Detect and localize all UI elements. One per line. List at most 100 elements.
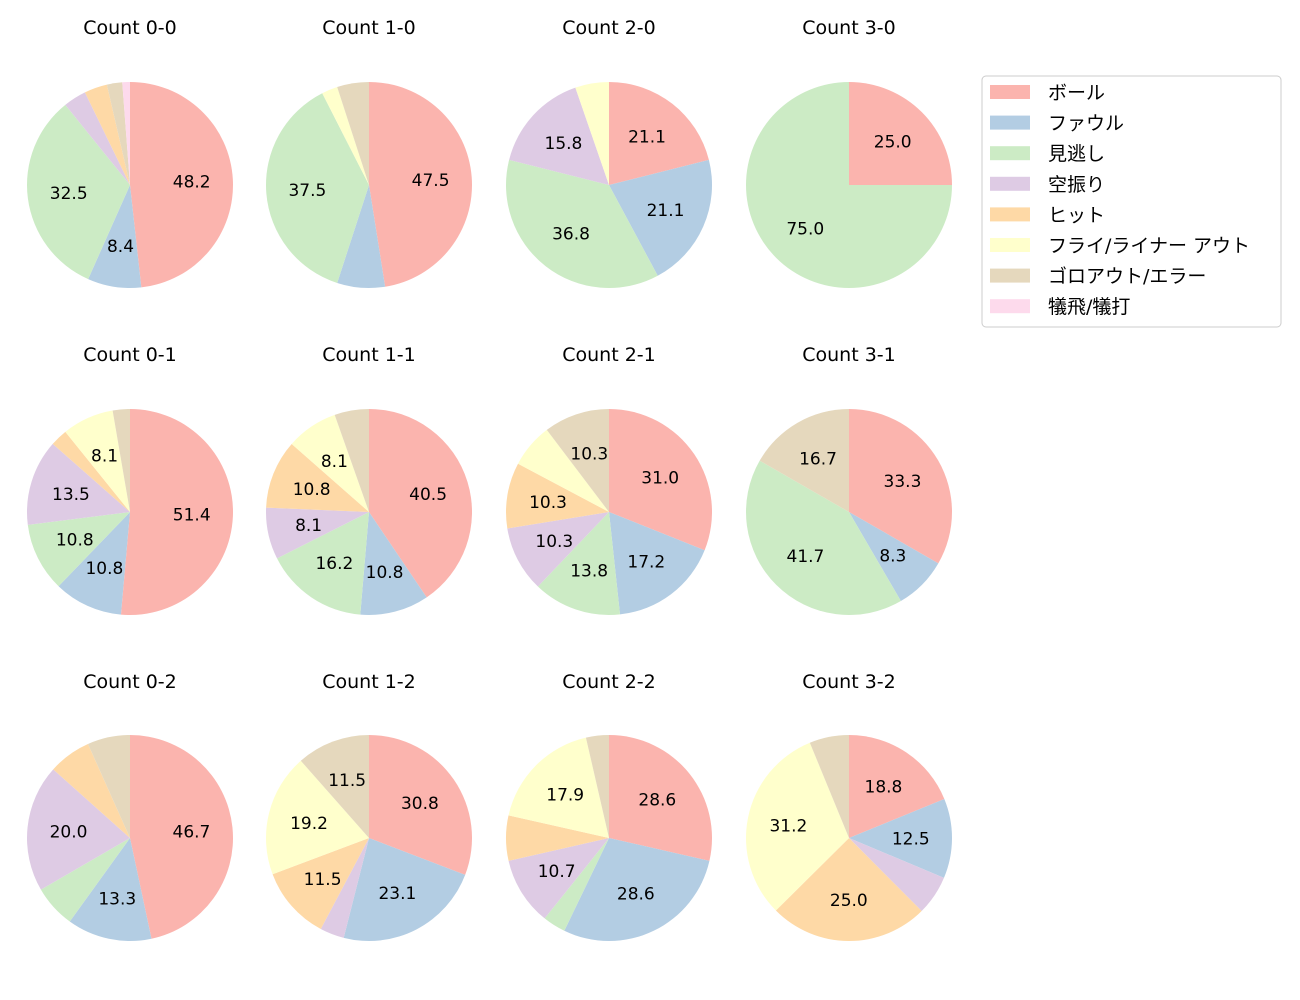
slice-label: 11.5: [328, 771, 366, 791]
slice-label: 25.0: [830, 891, 868, 911]
slice-label: 10.8: [293, 480, 331, 500]
pie-slice-6: [585, 735, 609, 838]
pie-slice-2: [277, 512, 369, 615]
slice-label: 20.0: [50, 823, 88, 843]
pie-slice-0: [120, 409, 234, 615]
pie-slice-5: [745, 742, 849, 911]
pie-slice-6: [337, 82, 369, 185]
slice-label: 10.8: [56, 531, 94, 551]
legend-label: ボール: [1048, 82, 1105, 104]
slice-label: 28.6: [617, 885, 655, 905]
pie-slice-7: [122, 82, 130, 185]
legend-label: フライ/ライナー アウト: [1048, 235, 1250, 257]
pie-slice-3: [508, 838, 609, 919]
slice-label: 46.7: [173, 823, 211, 843]
pie-slice-5: [266, 760, 369, 875]
legend-swatch: [990, 207, 1030, 222]
slice-label: 10.7: [538, 862, 576, 882]
pie-slice-3: [320, 838, 369, 938]
slice-label: 10.3: [570, 444, 608, 464]
pie-count-0-2: Count 0-2 46.7 13.3 20.0: [27, 671, 233, 941]
pie-slice-4: [52, 431, 131, 512]
pie-slice-3: [266, 507, 369, 559]
pie-title: Count 0-0: [83, 17, 177, 39]
pie-slice-1: [58, 512, 130, 615]
slice-label: 17.2: [627, 552, 665, 572]
legend-swatch: [990, 176, 1030, 191]
slice-label: 10.3: [529, 493, 567, 513]
slice-label: 16.7: [799, 450, 837, 470]
pie-title: Count 3-1: [802, 344, 896, 366]
pie-count-1-0: Count 1-0 47.5 37.5: [266, 17, 472, 288]
pie-slice-5: [65, 410, 130, 512]
legend-label: 見逃し: [1048, 143, 1105, 165]
pie-count-3-2: Count 3-2 18.8 12.5 25.0 31.2: [745, 671, 953, 942]
pie-slice-0: [369, 735, 472, 875]
slice-label: 19.2: [290, 814, 328, 834]
legend-swatch: [990, 238, 1030, 252]
pie-slice-6: [334, 409, 369, 512]
slice-label: 41.7: [787, 547, 825, 567]
slice-label: 17.9: [546, 785, 584, 805]
pie-slice-4: [84, 84, 130, 185]
pie-slice-0: [369, 82, 472, 287]
pie-slice-3: [65, 92, 130, 185]
pie-slice-4: [272, 838, 369, 930]
pie-slice-2: [40, 838, 130, 922]
pie-title: Count 0-2: [83, 671, 177, 693]
pie-slice-1: [343, 838, 466, 942]
pie-slice-0: [849, 735, 945, 838]
pie-slice-0: [609, 409, 712, 551]
pie-slice-6: [112, 409, 130, 512]
pie-count-0-1: Count 0-1 51.4 10.8 10.8 13.58.1: [27, 344, 234, 615]
pie-title: Count 1-1: [322, 344, 416, 366]
legend-swatch: [990, 299, 1030, 314]
slice-label: 31.2: [769, 817, 807, 837]
pie-title: Count 3-0: [802, 17, 896, 39]
pie-title: Count 2-2: [562, 671, 656, 693]
pie-slice-0: [849, 409, 953, 564]
pie-slice-1: [564, 838, 710, 941]
pie-slice-2: [266, 93, 369, 283]
legend-label: 空振り: [1048, 174, 1105, 196]
slice-label: 10.8: [366, 563, 404, 583]
pie-count-1-2: Count 1-2 30.8 23.1 11.5 19.2 11.5: [266, 671, 472, 942]
pie-slice-2: [26, 104, 130, 280]
pie-slice-0: [609, 735, 712, 861]
slice-label: 51.4: [173, 506, 211, 526]
pie-slice-6: [546, 409, 609, 512]
pie-count-3-0: Count 3-0 25.0 75.0: [746, 17, 952, 288]
pie-slice-6: [300, 735, 369, 838]
slice-label: 12.5: [892, 829, 930, 849]
pie-slice-4: [506, 463, 609, 529]
pie-count-1-1: Count 1-1 40.5 10.8 16.2 8.1 10.8 8.1: [266, 344, 472, 615]
slice-label: 10.8: [85, 559, 123, 579]
legend-label: 犠飛/犠打: [1048, 296, 1130, 318]
pie-count-2-2: Count 2-2 28.6 28.6 10.7 17.9: [506, 671, 712, 941]
pie-slice-5: [322, 87, 369, 185]
pie-slice-6: [106, 82, 130, 185]
pie-slice-5: [291, 414, 369, 512]
pie-slice-1: [69, 838, 152, 941]
slice-label: 30.8: [401, 794, 439, 814]
slice-label: 33.3: [884, 472, 922, 492]
pie-title: Count 2-0: [562, 17, 656, 39]
pie-slice-4: [506, 815, 609, 861]
slice-label: 16.2: [315, 554, 353, 574]
legend-label: ゴロアウト/エラー: [1048, 266, 1206, 288]
pie-slice-0: [130, 82, 234, 288]
pie-title: Count 2-1: [562, 344, 656, 366]
slice-label: 37.5: [288, 181, 326, 201]
pie-slice-5: [575, 82, 609, 185]
pie-slice-2: [746, 82, 952, 288]
slice-label: 47.5: [412, 171, 450, 191]
slice-label: 32.5: [50, 184, 88, 204]
slice-label: 18.8: [865, 778, 903, 798]
pie-slice-3: [27, 769, 131, 890]
slice-label: 13.3: [98, 889, 136, 909]
pie-slice-0: [609, 82, 709, 185]
slice-label: 48.2: [173, 173, 211, 193]
slice-label: 11.5: [304, 870, 342, 890]
